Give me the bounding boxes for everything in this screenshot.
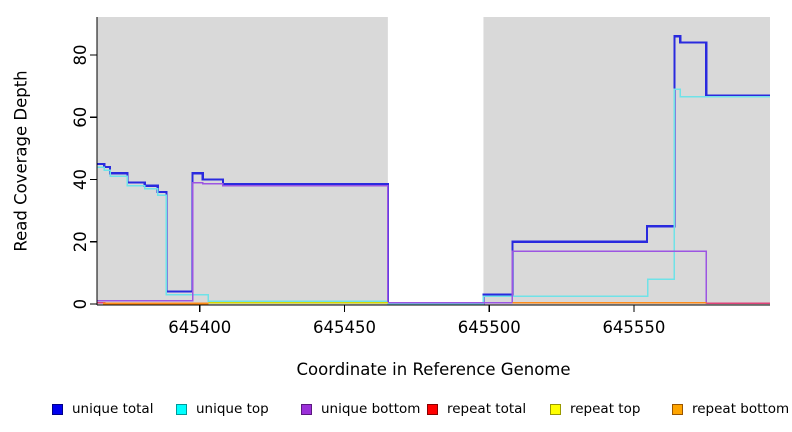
chart-legend: unique total unique top unique bottom repea… <box>0 396 792 424</box>
y-tick-label: 0 <box>71 299 90 310</box>
series-line-unique-bottom <box>97 181 770 304</box>
y-tick-label: 60 <box>71 107 90 128</box>
legend-item-repeat-bottom: repeat bottom <box>672 396 789 422</box>
legend-label: unique bottom <box>321 401 421 417</box>
legend-swatch-icon <box>301 403 312 415</box>
legend-label: repeat top <box>570 401 641 417</box>
y-tick-label: 40 <box>71 169 90 190</box>
y-tick-label: 20 <box>71 231 90 252</box>
y-tick-label: 80 <box>71 44 90 65</box>
x-axis-title: Coordinate in Reference Genome <box>296 360 571 379</box>
legend-label: repeat bottom <box>692 401 790 417</box>
legend-swatch-icon <box>672 403 683 415</box>
x-tick-label: 645400 <box>168 318 231 337</box>
no-data-band <box>387 17 484 305</box>
legend-label: repeat total <box>447 401 527 417</box>
legend-label: unique total <box>72 401 154 417</box>
series-line-unique-top <box>97 88 770 305</box>
legend-item-unique-bottom: unique bottom <box>301 396 420 422</box>
legend-swatch-icon <box>550 403 561 415</box>
legend-item-unique-total: unique total <box>52 396 153 422</box>
legend-swatch-icon <box>52 403 63 415</box>
y-axis-title: Read Coverage Depth <box>11 70 31 252</box>
legend-item-unique-top: unique top <box>176 396 269 422</box>
x-tick-label: 645500 <box>458 318 521 337</box>
x-tick-label: 645550 <box>602 318 665 337</box>
x-tick-label: 645450 <box>313 318 376 337</box>
legend-swatch-icon <box>176 403 187 415</box>
legend-item-repeat-total: repeat total <box>427 396 526 422</box>
legend-item-repeat-top: repeat top <box>550 396 640 422</box>
plot-background-left <box>97 17 388 305</box>
legend-swatch-icon <box>427 403 438 415</box>
legend-label: unique top <box>196 401 269 417</box>
plot-background-right <box>483 17 770 305</box>
